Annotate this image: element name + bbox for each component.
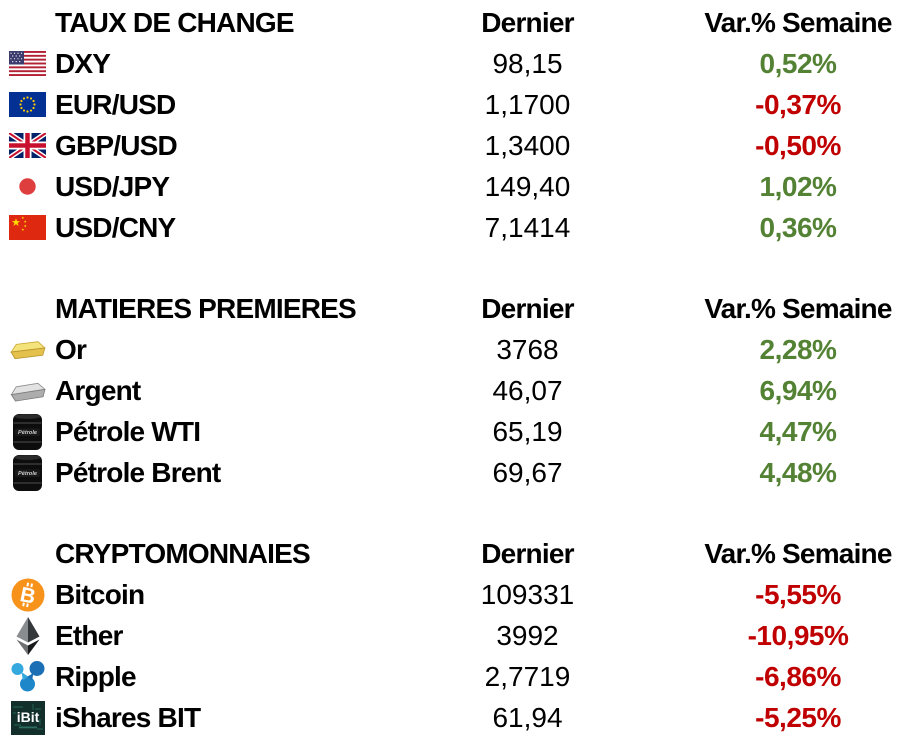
change-value: 0,36%: [759, 211, 837, 243]
change-value: -6,86%: [755, 660, 841, 692]
last-value: 98,15: [492, 47, 563, 79]
table-row: B Bitcoin 109331 -5,55%: [0, 574, 907, 615]
uk-flag-icon: [0, 125, 55, 166]
svg-text:iBit: iBit: [16, 709, 39, 725]
table-row: Pétrole Pétrole WTI 65,19 4,47%: [0, 411, 907, 452]
change-value: -5,55%: [755, 578, 841, 610]
last-value: 1,3400: [484, 129, 571, 161]
last-value: 3768: [496, 333, 559, 365]
table-row: Ripple 2,7719 -6,86%: [0, 656, 907, 697]
change-value: -5,25%: [755, 701, 841, 733]
row-label: DXY: [55, 47, 111, 79]
change-value: -10,95%: [747, 619, 849, 651]
icon-spacer: [0, 533, 55, 574]
column-header-change: Var.% Semaine: [704, 537, 892, 569]
table-row: Ether 3992 -10,95%: [0, 615, 907, 656]
japan-flag-icon: [0, 166, 55, 207]
ishares-bit-icon: iBit: [0, 697, 55, 738]
row-label: Pétrole Brent: [55, 456, 221, 488]
gold-bar-icon: [0, 329, 55, 370]
china-flag-icon: [0, 207, 55, 248]
change-value: 6,94%: [759, 374, 837, 406]
row-label: Or: [55, 333, 87, 365]
bitcoin-icon: B: [0, 574, 55, 615]
table-row: GBP/USD 1,3400 -0,50%: [0, 125, 907, 166]
svg-text:Pétrole: Pétrole: [18, 430, 37, 436]
oil-barrel-icon: Pétrole: [0, 411, 55, 452]
table-row: USD/JPY 149,40 1,02%: [0, 166, 907, 207]
column-header-last: Dernier: [481, 537, 574, 569]
last-value: 109331: [480, 578, 575, 610]
last-value: 7,1414: [484, 211, 571, 243]
icon-spacer: [0, 288, 55, 329]
last-value: 65,19: [492, 415, 563, 447]
last-value: 2,7719: [484, 660, 571, 692]
change-value: 4,47%: [759, 415, 837, 447]
section-header-row: TAUX DE CHANGE Dernier Var.% Semaine: [0, 2, 907, 43]
section-matieres-premieres: MATIERES PREMIERES Dernier Var.% Semaine…: [0, 288, 907, 493]
row-label: Ether: [55, 619, 123, 651]
column-header-last: Dernier: [481, 6, 574, 38]
ripple-icon: [0, 656, 55, 697]
section-taux-de-change: TAUX DE CHANGE Dernier Var.% Semaine: [0, 2, 907, 248]
svg-text:Pétrole: Pétrole: [18, 471, 37, 477]
section-title: TAUX DE CHANGE: [55, 6, 295, 38]
last-value: 46,07: [492, 374, 563, 406]
row-label: Pétrole WTI: [55, 415, 201, 447]
table-row: Or 3768 2,28%: [0, 329, 907, 370]
column-header-last: Dernier: [481, 292, 574, 324]
last-value: 61,94: [492, 701, 563, 733]
ethereum-icon: [0, 615, 55, 656]
row-label: USD/CNY: [55, 211, 176, 243]
icon-spacer: [0, 2, 55, 43]
change-value: 4,48%: [759, 456, 837, 488]
table-row: DXY 98,15 0,52%: [0, 43, 907, 84]
last-value: 69,67: [492, 456, 563, 488]
section-title: MATIERES PREMIERES: [55, 292, 357, 324]
row-label: Bitcoin: [55, 578, 145, 610]
section-title: CRYPTOMONNAIES: [55, 537, 311, 569]
section-header-row: CRYPTOMONNAIES Dernier Var.% Semaine: [0, 533, 907, 574]
row-label: USD/JPY: [55, 170, 170, 202]
us-flag-icon: [0, 43, 55, 84]
row-label: GBP/USD: [55, 129, 178, 161]
row-label: Argent: [55, 374, 141, 406]
last-value: 3992: [496, 619, 559, 651]
change-value: -0,50%: [755, 129, 841, 161]
oil-barrel-icon: Pétrole: [0, 452, 55, 493]
change-value: 2,28%: [759, 333, 837, 365]
row-label: Ripple: [55, 660, 137, 692]
table-row: Argent 46,07 6,94%: [0, 370, 907, 411]
row-label: EUR/USD: [55, 88, 176, 120]
table-row: USD/CNY 7,1414 0,36%: [0, 207, 907, 248]
section-header-row: MATIERES PREMIERES Dernier Var.% Semaine: [0, 288, 907, 329]
change-value: 0,52%: [759, 47, 837, 79]
table-row: EUR/USD 1,1700 -0,37%: [0, 84, 907, 125]
last-value: 149,40: [484, 170, 571, 202]
change-value: 1,02%: [759, 170, 837, 202]
last-value: 1,1700: [484, 88, 571, 120]
row-label: iShares BIT: [55, 701, 201, 733]
column-header-change: Var.% Semaine: [704, 292, 892, 324]
column-header-change: Var.% Semaine: [704, 6, 892, 38]
table-row: iBit iShares BIT 61,94 -5,25%: [0, 697, 907, 738]
section-cryptomonnaies: CRYPTOMONNAIES Dernier Var.% Semaine B B…: [0, 533, 907, 738]
change-value: -0,37%: [755, 88, 841, 120]
silver-bar-icon: [0, 370, 55, 411]
table-row: Pétrole Pétrole Brent 69,67 4,48%: [0, 452, 907, 493]
eu-flag-icon: [0, 84, 55, 125]
svg-text:B: B: [17, 583, 37, 609]
